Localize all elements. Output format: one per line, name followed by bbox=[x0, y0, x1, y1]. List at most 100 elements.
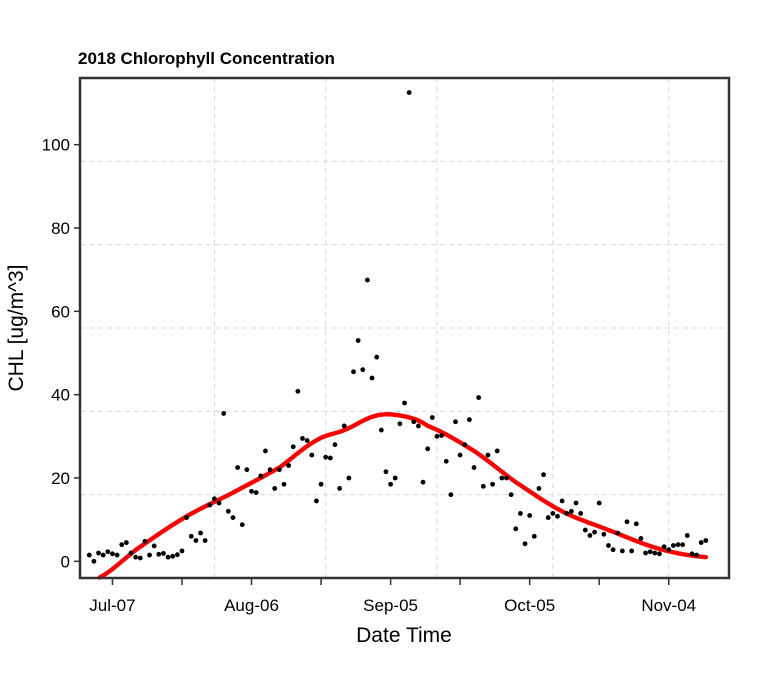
y-tick-label: 100 bbox=[42, 136, 70, 155]
observed-point bbox=[86, 552, 92, 558]
grid-layer bbox=[80, 78, 729, 578]
observed-point bbox=[448, 492, 454, 498]
observed-point bbox=[494, 448, 500, 454]
observed-point bbox=[105, 549, 111, 555]
observed-point bbox=[161, 551, 166, 556]
observed-point bbox=[411, 419, 417, 425]
observed-point bbox=[239, 522, 245, 528]
observed-point bbox=[536, 486, 542, 491]
chart-title: 2018 Chlorophyll Concentration bbox=[78, 49, 335, 68]
observed-point bbox=[392, 475, 398, 481]
observed-point bbox=[555, 513, 560, 519]
observed-point bbox=[661, 544, 667, 550]
observed-point bbox=[490, 481, 495, 487]
observed-point bbox=[402, 400, 407, 406]
observed-point bbox=[360, 367, 366, 373]
observed-point bbox=[267, 467, 273, 473]
plot-frame bbox=[78, 76, 731, 580]
observed-point bbox=[295, 388, 301, 394]
observed-point bbox=[202, 538, 208, 543]
observed-point bbox=[253, 490, 259, 495]
observed-point bbox=[96, 550, 101, 556]
observed-point bbox=[374, 354, 380, 360]
observed-point bbox=[504, 475, 509, 481]
y-axis-title: CHL [ug/m^3] bbox=[5, 265, 28, 392]
observed-point bbox=[216, 500, 222, 506]
observed-point bbox=[582, 527, 588, 533]
observed-point bbox=[91, 558, 97, 564]
x-tick-label: Aug-06 bbox=[224, 596, 279, 615]
observed-point bbox=[337, 486, 342, 491]
observed-point bbox=[545, 515, 551, 520]
observed-series-layer bbox=[86, 90, 709, 564]
observed-point bbox=[587, 533, 593, 538]
observed-point bbox=[429, 415, 435, 420]
observed-point bbox=[499, 475, 505, 481]
observed-point bbox=[309, 452, 315, 458]
observed-point bbox=[689, 551, 695, 557]
observed-point bbox=[119, 542, 125, 548]
observed-point bbox=[244, 467, 250, 473]
observed-point bbox=[133, 554, 139, 560]
observed-point bbox=[666, 547, 672, 553]
observed-point bbox=[471, 465, 477, 470]
observed-point bbox=[276, 467, 282, 473]
observed-point bbox=[110, 551, 115, 557]
x-tick-label: Sep-05 bbox=[363, 596, 418, 615]
x-tick-label: Oct-05 bbox=[504, 596, 555, 615]
observed-point bbox=[527, 513, 533, 518]
x-tick-label: Nov-04 bbox=[641, 596, 696, 615]
observed-point bbox=[619, 548, 625, 554]
observed-point bbox=[550, 511, 556, 516]
observed-point bbox=[564, 511, 570, 516]
observed-point bbox=[416, 423, 421, 429]
observed-point bbox=[355, 338, 361, 343]
observed-point bbox=[100, 552, 106, 558]
observed-point bbox=[624, 519, 630, 525]
observed-point bbox=[304, 438, 310, 443]
observed-point bbox=[212, 496, 217, 502]
observed-point bbox=[522, 541, 528, 547]
observed-point bbox=[258, 473, 264, 479]
observed-point bbox=[123, 540, 129, 545]
observed-point bbox=[508, 492, 514, 498]
x-tick-label: Jul-07 bbox=[89, 596, 135, 615]
observed-point bbox=[638, 536, 644, 541]
observed-point bbox=[397, 421, 403, 427]
observed-point bbox=[174, 552, 180, 558]
observed-point bbox=[383, 469, 389, 475]
observed-point bbox=[541, 472, 546, 478]
observed-point bbox=[513, 526, 519, 532]
observed-point bbox=[531, 533, 537, 539]
observed-point bbox=[680, 542, 686, 548]
observed-point bbox=[462, 442, 468, 448]
observed-point bbox=[601, 531, 607, 537]
observed-point bbox=[596, 500, 602, 506]
observed-point bbox=[457, 452, 463, 458]
observed-point bbox=[165, 554, 171, 560]
observed-point bbox=[388, 481, 393, 487]
observed-point bbox=[573, 500, 579, 506]
observed-point bbox=[332, 442, 338, 448]
y-tick-label: 60 bbox=[51, 302, 70, 321]
observed-point bbox=[694, 552, 699, 558]
observed-point bbox=[675, 542, 681, 548]
observed-point bbox=[207, 502, 213, 508]
observed-point bbox=[188, 533, 194, 539]
observed-point bbox=[406, 90, 412, 95]
observed-point bbox=[225, 508, 231, 514]
observed-point bbox=[318, 481, 324, 487]
observed-point bbox=[114, 552, 120, 558]
axis-layer: 0 20 40 60 80 100 Jul-07 Aug-06 Sep-05 Oct-05 Nov-… bbox=[42, 136, 697, 615]
observed-point bbox=[467, 417, 472, 423]
observed-point bbox=[559, 498, 565, 504]
observed-point bbox=[670, 543, 676, 548]
observed-point bbox=[434, 433, 440, 439]
observed-point bbox=[453, 419, 458, 425]
observed-point bbox=[606, 543, 611, 548]
observed-point bbox=[323, 454, 329, 460]
observed-point bbox=[517, 511, 523, 516]
observed-point bbox=[128, 550, 134, 556]
observed-point bbox=[378, 427, 384, 433]
